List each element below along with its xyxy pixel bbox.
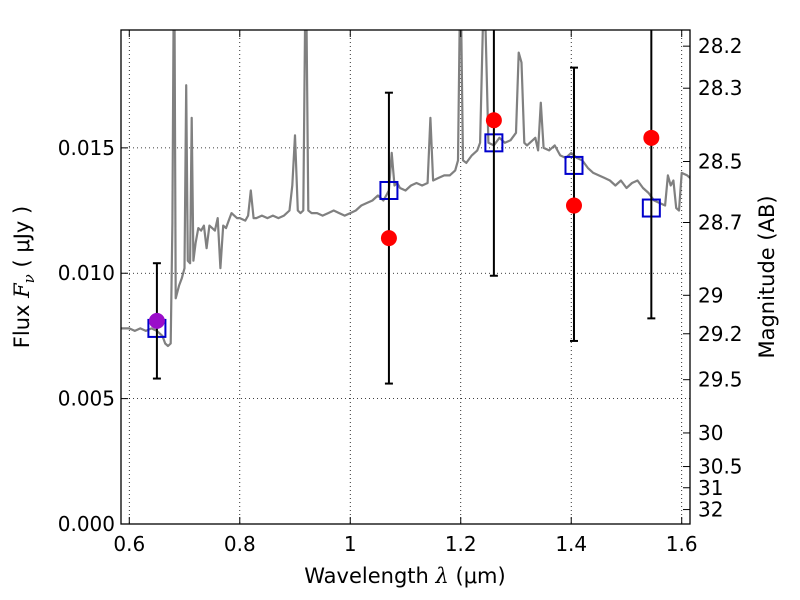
x-tick-label: 1.6 [666, 532, 698, 556]
observed-flux-point [485, 112, 502, 129]
y2-tick-label: 31 [698, 476, 723, 500]
x-tick-label: 1.2 [445, 532, 477, 556]
observed-flux-point [565, 197, 582, 214]
y2-tick-label: 30 [698, 421, 723, 445]
axis-ticks: 0.6 0.8 1 1.2 1.4 1.6 0.000 0.005 0.010 0.015 28.2… [58, 30, 743, 556]
x-axis-label: Wavelength λ (μm) [304, 564, 505, 588]
x-tick-label: 1 [344, 532, 357, 556]
y-tick-label: 0.005 [58, 387, 115, 411]
plot-frame [120, 29, 691, 525]
spectrum-line [121, 30, 690, 348]
y2-tick-label: 28.3 [698, 76, 743, 100]
observed-flux-point [148, 312, 165, 329]
grid-lines [121, 30, 690, 525]
y-tick-label: 0.015 [58, 136, 115, 160]
y2-tick-label: 29.2 [698, 322, 743, 346]
y2-tick-label: 29.5 [698, 368, 743, 392]
y2-tick-label: 28.7 [698, 211, 743, 235]
y-tick-label: 0.000 [58, 512, 115, 536]
x-tick-label: 1.4 [555, 532, 587, 556]
y-axis-label: Flux Fν ( μJy ) [10, 206, 38, 348]
y2-tick-label: 30.5 [698, 455, 743, 479]
y2-tick-label: 28.5 [698, 150, 743, 174]
y2-tick-label: 32 [698, 498, 723, 522]
observed-flux-point [643, 129, 660, 146]
observed-flux-point [380, 230, 397, 247]
y2-axis-label: Magnitude (AB) [755, 195, 779, 358]
plot-area [121, 30, 690, 385]
y-tick-label: 0.010 [58, 261, 115, 285]
x-tick-label: 0.6 [113, 532, 145, 556]
y2-tick-label: 29 [698, 283, 723, 307]
y2-tick-label: 28.2 [698, 34, 743, 58]
x-tick-label: 0.8 [224, 532, 256, 556]
